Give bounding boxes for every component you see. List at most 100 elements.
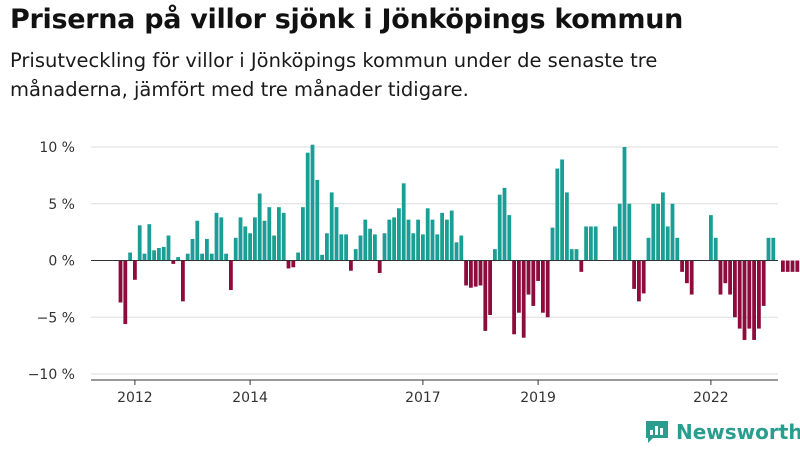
bar bbox=[632, 260, 636, 289]
bar bbox=[401, 183, 406, 261]
bar bbox=[152, 250, 156, 261]
bar bbox=[406, 219, 411, 261]
x-tick-label: 2017 bbox=[405, 390, 441, 406]
bar bbox=[464, 260, 468, 286]
bar bbox=[445, 219, 449, 261]
bar bbox=[627, 203, 632, 261]
bar bbox=[752, 260, 756, 340]
bar bbox=[613, 226, 617, 261]
brand-name: Newsworthy bbox=[676, 420, 800, 444]
bar bbox=[593, 226, 598, 261]
bar bbox=[473, 260, 478, 287]
bar bbox=[517, 260, 521, 313]
bar bbox=[502, 187, 507, 261]
bar bbox=[536, 260, 540, 281]
y-tick-label: −10 % bbox=[28, 367, 75, 383]
bar bbox=[757, 260, 761, 329]
bar bbox=[411, 233, 416, 261]
bar bbox=[181, 260, 185, 302]
bar bbox=[589, 226, 593, 261]
bar bbox=[205, 238, 209, 261]
bar bbox=[493, 249, 497, 261]
bar bbox=[718, 260, 723, 295]
bar bbox=[243, 226, 248, 261]
bar bbox=[675, 237, 680, 261]
bar bbox=[166, 235, 171, 261]
bar bbox=[118, 260, 123, 303]
bar bbox=[190, 238, 195, 261]
chart-subtitle: Prisutveckling för villor i Jönköpings k… bbox=[10, 49, 658, 101]
bar bbox=[123, 260, 128, 325]
bar bbox=[723, 260, 728, 284]
bar bbox=[790, 260, 795, 272]
newsworthy-logo-icon bbox=[646, 421, 668, 443]
bar bbox=[397, 208, 401, 261]
bar bbox=[320, 254, 324, 261]
bar bbox=[382, 233, 387, 261]
bar bbox=[219, 217, 224, 261]
bar bbox=[541, 260, 545, 313]
bar bbox=[373, 234, 377, 261]
bar bbox=[368, 228, 372, 261]
bar bbox=[545, 260, 550, 318]
bar bbox=[766, 237, 771, 261]
bar bbox=[483, 260, 488, 331]
bar bbox=[195, 220, 200, 261]
bar bbox=[469, 260, 473, 288]
bar bbox=[795, 260, 800, 272]
bar bbox=[449, 210, 454, 261]
bar bbox=[747, 260, 752, 329]
bar bbox=[353, 249, 358, 261]
bar bbox=[238, 217, 243, 261]
bar bbox=[214, 212, 219, 261]
chart-title: Priserna på villor sjönk i Jönköpings ko… bbox=[10, 4, 684, 35]
bar bbox=[459, 235, 464, 261]
bar bbox=[425, 208, 430, 261]
bar bbox=[507, 215, 512, 261]
bar bbox=[291, 260, 296, 268]
bar bbox=[497, 194, 502, 261]
bar bbox=[262, 220, 267, 261]
bar bbox=[641, 260, 646, 294]
bar bbox=[137, 225, 142, 261]
y-tick-label: 5 % bbox=[48, 197, 75, 213]
bar bbox=[771, 237, 776, 261]
bar bbox=[435, 234, 440, 261]
bar bbox=[430, 219, 435, 261]
bar bbox=[421, 234, 425, 261]
bar bbox=[565, 192, 569, 261]
bar bbox=[387, 219, 392, 261]
bar bbox=[272, 235, 276, 261]
bar bbox=[310, 144, 315, 261]
bar bbox=[617, 203, 622, 261]
bar bbox=[296, 252, 300, 261]
bar bbox=[781, 260, 785, 272]
bar bbox=[257, 193, 262, 261]
bar bbox=[785, 260, 790, 272]
bar bbox=[267, 207, 272, 261]
bar bbox=[646, 237, 651, 261]
bar bbox=[363, 219, 368, 261]
bar bbox=[555, 168, 560, 261]
bar bbox=[176, 257, 180, 261]
bar bbox=[651, 203, 656, 261]
bar bbox=[200, 253, 204, 261]
bar bbox=[637, 260, 641, 302]
bar bbox=[761, 260, 766, 306]
bar bbox=[579, 260, 584, 272]
bar bbox=[157, 248, 161, 261]
bar bbox=[142, 253, 147, 261]
bar bbox=[329, 192, 334, 261]
bar bbox=[277, 207, 281, 261]
bar bbox=[656, 203, 660, 261]
bar bbox=[728, 260, 732, 295]
bar bbox=[286, 260, 291, 269]
bar bbox=[574, 249, 579, 261]
bar bbox=[253, 217, 257, 261]
bar bbox=[349, 260, 353, 271]
bar bbox=[377, 260, 382, 273]
bar bbox=[531, 260, 536, 306]
y-tick-label: 0 % bbox=[48, 254, 75, 270]
bar bbox=[305, 152, 310, 261]
